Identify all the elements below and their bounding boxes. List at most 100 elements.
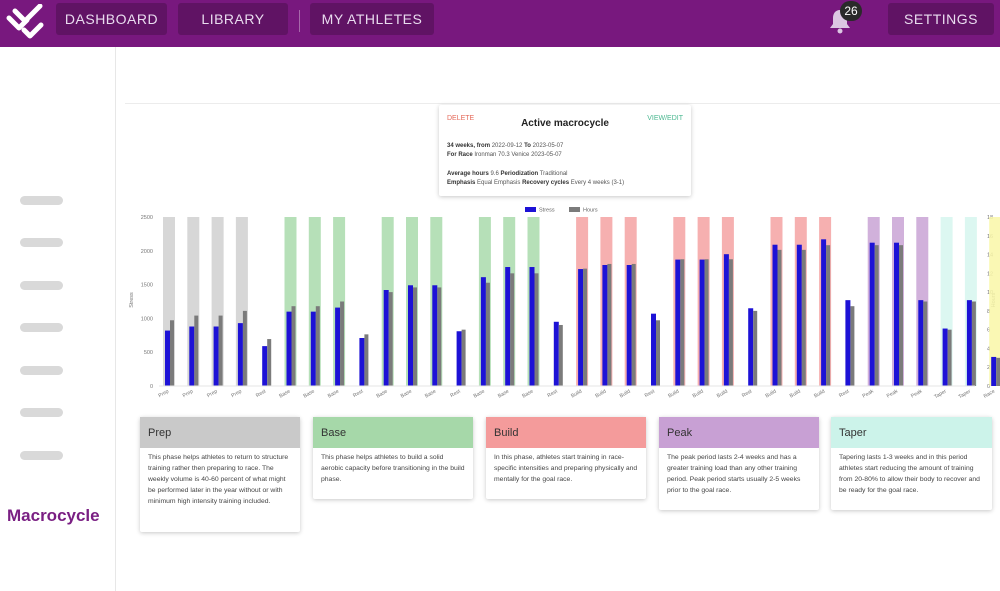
stress-bar [165, 330, 170, 386]
y-tick-right: 8 [987, 309, 990, 315]
stress-bar [966, 300, 972, 386]
x-tick-label: Base [375, 388, 388, 399]
stress-bar [383, 290, 389, 386]
hours-bar [777, 249, 782, 386]
stress-bar [335, 307, 341, 386]
y-axis-label-left: Stress [129, 292, 135, 308]
phase-card-build: Build In this phase, athletes start trai… [486, 417, 646, 499]
x-tick-label: Base [473, 388, 486, 399]
notification-badge[interactable]: 26 [840, 1, 862, 21]
stress-bar [262, 346, 268, 386]
hours-bar [947, 329, 952, 386]
sidebar-item[interactable] [20, 196, 63, 205]
stress-bar [213, 326, 219, 386]
nav-my-athletes[interactable]: MY ATHLETES [310, 3, 434, 35]
stress-bar [699, 259, 705, 386]
x-tick-label: Rest [741, 388, 754, 399]
hours-bar [388, 292, 393, 386]
sidebar-item[interactable] [20, 281, 63, 290]
x-tick-label: Rest [644, 388, 657, 399]
x-tick-label: Taper [933, 388, 947, 400]
x-tick-label: Build [667, 388, 680, 399]
stress-bar [869, 242, 875, 386]
hours-bar [923, 301, 928, 386]
sidebar-item[interactable] [20, 408, 63, 417]
phase-card-peak: Peak The peak period lasts 2-4 weeks and… [659, 417, 819, 510]
nav-library[interactable]: LIBRARY [178, 3, 288, 35]
x-tick-label: Prep [230, 388, 243, 399]
sidebar-item[interactable] [20, 366, 63, 375]
stress-bar [189, 326, 195, 386]
stress-bar [286, 311, 292, 386]
hours-bar [607, 263, 612, 386]
y-tick-left: 1000 [141, 316, 153, 322]
divider-line [125, 103, 1000, 104]
hours-bar [242, 310, 247, 386]
hours-bar [558, 324, 563, 386]
stress-bar [918, 300, 924, 386]
card-hours-line: Average hours 9.6 Periodization Traditio… [447, 171, 568, 177]
hours-bar [170, 320, 174, 386]
stress-bar [796, 244, 802, 386]
top-nav-bar: DASHBOARD LIBRARY MY ATHLETES 26 SETTING… [0, 0, 1000, 47]
x-tick-label: Rest [449, 388, 462, 399]
phase-header-peak: Peak [659, 417, 819, 448]
hours-bar [340, 301, 345, 386]
x-tick-label: Build [813, 388, 826, 399]
hours-bar [291, 306, 296, 386]
y-tick-left: 2000 [141, 249, 153, 255]
sidebar-item[interactable] [20, 451, 63, 460]
card-race-line: For Race Ironman 70.3 Venice 2023-05-07 [447, 152, 562, 158]
stress-bar [942, 328, 948, 386]
y-tick-right: 4 [987, 346, 990, 352]
x-tick-label: Rest [547, 388, 560, 399]
stress-bar [408, 285, 413, 386]
phase-column [989, 217, 1000, 386]
stress-bar [894, 242, 899, 386]
nav-dashboard[interactable]: DASHBOARD [56, 3, 167, 35]
hours-bar [850, 306, 855, 386]
hours-bar [485, 282, 490, 386]
sidebar-item[interactable] [20, 238, 63, 247]
stress-bar [991, 356, 997, 386]
active-macrocycle-card: DELETE Active macrocycle VIEW/EDIT 34 we… [439, 105, 691, 196]
x-tick-label: Prep [206, 388, 219, 399]
phase-description: Tapering lasts 1-3 weeks and in this per… [839, 454, 980, 494]
sidebar-item[interactable] [20, 323, 63, 332]
phase-card-base: Base This phase helps athletes to build … [313, 417, 473, 499]
view-edit-button[interactable]: VIEW/EDIT [647, 115, 683, 122]
phase-card-taper: Taper Tapering lasts 1-3 weeks and in th… [831, 417, 992, 510]
logo-icon[interactable] [6, 4, 44, 42]
phase-header-taper: Taper [831, 417, 992, 448]
x-tick-label: Base [327, 388, 340, 399]
hours-bar [680, 259, 685, 386]
x-tick-label: Base [497, 388, 510, 399]
legend-label-hours: Hours [583, 208, 598, 214]
x-tick-label: Build [716, 388, 729, 399]
stress-bar [723, 254, 729, 386]
hours-bar [996, 357, 1000, 386]
y-tick-right: 0 [987, 384, 990, 390]
phase-header-base: Base [313, 417, 473, 448]
x-tick-label: Build [765, 388, 778, 399]
hours-bar [899, 245, 903, 386]
hours-bar [801, 249, 806, 386]
settings-button[interactable]: SETTINGS [888, 3, 994, 35]
legend-swatch-hours [569, 207, 580, 212]
stress-bar [359, 338, 365, 386]
x-tick-label: Base [424, 388, 437, 399]
phase-header-prep: Prep [140, 417, 300, 448]
x-tick-label: Prep [158, 388, 171, 399]
delete-button[interactable]: DELETE [447, 115, 475, 122]
x-tick-label: Peak [861, 388, 875, 399]
stress-bar [553, 321, 559, 386]
x-tick-label: Race [983, 388, 997, 399]
y-tick-left: 0 [150, 384, 153, 390]
x-tick-label: Base [521, 388, 534, 399]
hours-bar [437, 287, 442, 386]
card-emphasis-line: Emphasis Equal Emphasis Recovery cycles … [447, 180, 625, 186]
hours-bar [704, 259, 709, 386]
stress-bar [821, 239, 827, 386]
stress-bar [651, 313, 656, 386]
hours-bar [874, 245, 879, 386]
